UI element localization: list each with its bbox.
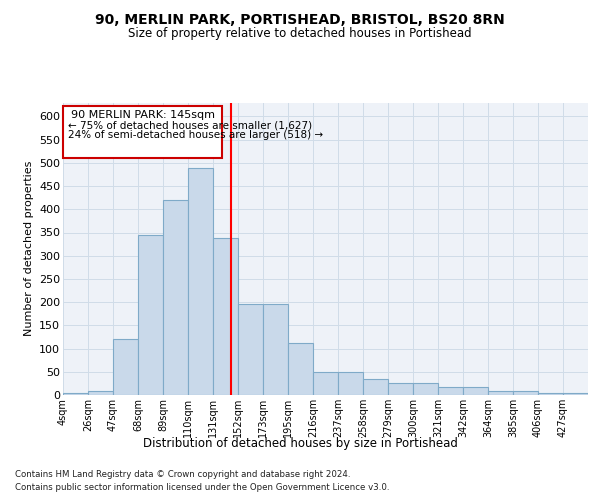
Text: ← 75% of detached houses are smaller (1,627): ← 75% of detached houses are smaller (1,… xyxy=(68,120,312,130)
Text: Size of property relative to detached houses in Portishead: Size of property relative to detached ho… xyxy=(128,28,472,40)
Bar xyxy=(238,304,263,395)
Bar xyxy=(538,392,563,395)
Bar xyxy=(413,384,438,395)
Bar xyxy=(388,384,413,395)
Text: Contains public sector information licensed under the Open Government Licence v3: Contains public sector information licen… xyxy=(15,482,389,492)
Bar xyxy=(463,386,488,395)
Bar xyxy=(188,168,213,395)
Bar xyxy=(438,386,463,395)
Bar xyxy=(113,340,138,395)
Bar xyxy=(63,392,88,395)
Bar xyxy=(563,392,588,395)
Text: 90, MERLIN PARK, PORTISHEAD, BRISTOL, BS20 8RN: 90, MERLIN PARK, PORTISHEAD, BRISTOL, BS… xyxy=(95,12,505,26)
Bar xyxy=(338,372,363,395)
Bar xyxy=(138,235,163,395)
Bar xyxy=(363,379,388,395)
Bar xyxy=(513,392,538,395)
Bar xyxy=(488,392,513,395)
Bar xyxy=(163,200,188,395)
Text: 90 MERLIN PARK: 145sqm: 90 MERLIN PARK: 145sqm xyxy=(71,110,215,120)
Bar xyxy=(88,392,113,395)
FancyBboxPatch shape xyxy=(64,106,221,158)
Bar xyxy=(263,304,288,395)
Text: Distribution of detached houses by size in Portishead: Distribution of detached houses by size … xyxy=(143,438,457,450)
Text: 24% of semi-detached houses are larger (518) →: 24% of semi-detached houses are larger (… xyxy=(68,130,323,140)
Bar xyxy=(288,343,313,395)
Y-axis label: Number of detached properties: Number of detached properties xyxy=(23,161,34,336)
Bar xyxy=(213,238,238,395)
Text: Contains HM Land Registry data © Crown copyright and database right 2024.: Contains HM Land Registry data © Crown c… xyxy=(15,470,350,479)
Bar xyxy=(313,372,338,395)
